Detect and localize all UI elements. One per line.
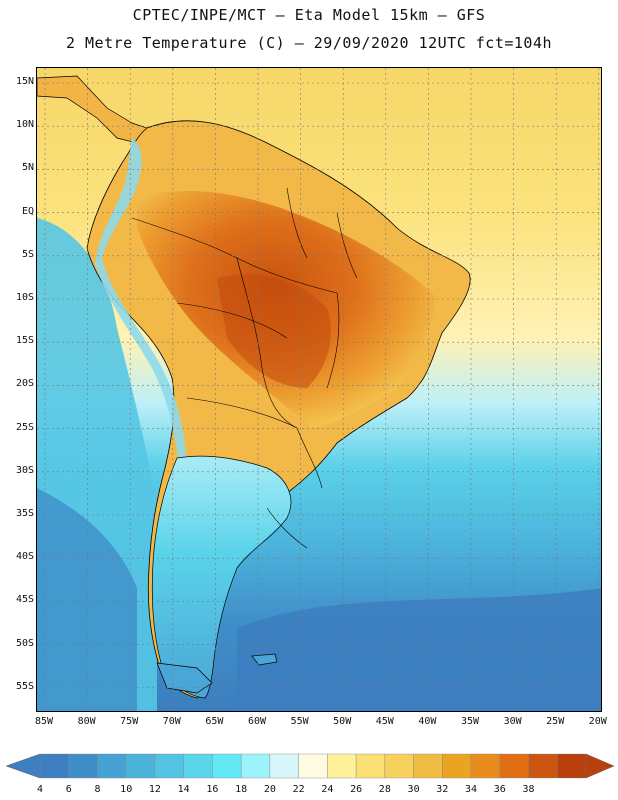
colorbar-swatch	[212, 753, 242, 779]
colorbar-tick-label: 24	[321, 784, 334, 795]
chart-title-line2: 2 Metre Temperature (C) – 29/09/2020 12U…	[65, 34, 553, 52]
atlantic-deep-region	[237, 588, 601, 711]
colorbar-swatch	[126, 753, 156, 779]
colorbar	[5, 753, 615, 779]
colorbar-tick-label: 38	[522, 784, 535, 795]
colorbar-swatch	[154, 753, 184, 779]
colorbar-tick-label: 30	[407, 784, 420, 795]
colorbar-swatch	[470, 753, 500, 779]
colorbar-swatch	[269, 753, 299, 779]
lat-label: 55S	[15, 680, 34, 692]
colorbar-tick-label: 10	[120, 784, 133, 795]
lat-label: EQ	[21, 205, 34, 217]
colorbar-swatch	[355, 753, 386, 779]
colorbar-swatch	[557, 753, 587, 779]
colorbar-tick-label: 4	[36, 784, 44, 795]
lat-label: 10N	[15, 119, 34, 131]
colorbar-swatch	[384, 753, 414, 779]
lat-label: 15S	[15, 335, 34, 347]
pacific-deep-region	[37, 488, 137, 711]
colorbar-tick-label: 20	[263, 784, 276, 795]
colorbar-swatch	[97, 753, 127, 779]
graticule-lines	[37, 68, 601, 711]
colorbar-swatch	[413, 753, 443, 779]
temperature-map	[36, 67, 602, 712]
colorbar-swatch	[240, 753, 271, 779]
colorbar-tick-label: 22	[292, 784, 305, 795]
lat-label: 30S	[15, 464, 34, 476]
colorbar-tick-label: 34	[465, 784, 478, 795]
colorbar-tick-label: 36	[493, 784, 506, 795]
lat-label: 15N	[15, 76, 34, 87]
colorbar-swatch	[39, 753, 69, 779]
southern-cone-land	[151, 455, 292, 699]
lat-label: 5S	[21, 248, 34, 260]
lon-label: 60W	[247, 716, 267, 727]
lat-label: 5N	[21, 162, 34, 174]
lon-label: 80W	[77, 716, 96, 727]
colorbar-tick-label: 26	[350, 784, 363, 795]
lon-label: 45W	[375, 716, 394, 727]
lon-label: 25W	[546, 716, 565, 727]
colorbar-tick-label: 18	[235, 784, 248, 795]
colorbar-tick-label: 14	[177, 784, 190, 795]
lon-label: 65W	[205, 716, 224, 727]
map-canvas	[37, 68, 601, 711]
lon-label: 40W	[418, 716, 437, 727]
colorbar-swatch	[442, 753, 472, 779]
lat-label: 10S	[15, 292, 34, 303]
colorbar-swatch	[183, 753, 213, 779]
colorbar-swatch	[68, 753, 98, 779]
lat-label: 50S	[15, 637, 34, 649]
colorbar-swatch	[499, 753, 529, 779]
falkland-islands	[251, 653, 278, 666]
colorbar-tick-label: 16	[206, 784, 219, 795]
chart-title-line1: CPTEC/INPE/MCT – Eta Model 15km – GFS	[132, 6, 486, 24]
colorbar-left-arrow	[5, 753, 41, 779]
lon-label: 30W	[503, 716, 522, 727]
central-hot-core	[217, 274, 331, 388]
colorbar-tick-label: 32	[436, 784, 449, 795]
tierra-del-fuego	[156, 662, 213, 694]
colorbar-tick-label: 8	[94, 784, 101, 795]
lat-label: 45S	[15, 594, 34, 606]
colorbar-right-arrow	[585, 753, 615, 779]
lon-label: 35W	[460, 716, 480, 727]
lat-label: 35S	[15, 508, 34, 519]
lat-label: 25S	[15, 421, 34, 433]
colorbar-tick-label: 12	[148, 784, 161, 795]
lon-label: 70W	[162, 716, 181, 727]
lon-label: 20W	[588, 716, 607, 727]
lon-label: 75W	[120, 716, 139, 727]
colorbar-tick-label: 28	[378, 784, 391, 795]
colorbar-swatch	[528, 753, 558, 779]
lat-label: 40S	[15, 551, 34, 563]
lon-label: 85W	[34, 716, 54, 727]
colorbar-swatch	[327, 753, 357, 779]
lon-label: 55W	[290, 716, 309, 727]
lat-label: 20S	[15, 378, 34, 390]
lon-label: 50W	[333, 716, 352, 727]
colorbar-swatch	[298, 753, 328, 779]
colorbar-tick-label: 6	[65, 784, 72, 795]
